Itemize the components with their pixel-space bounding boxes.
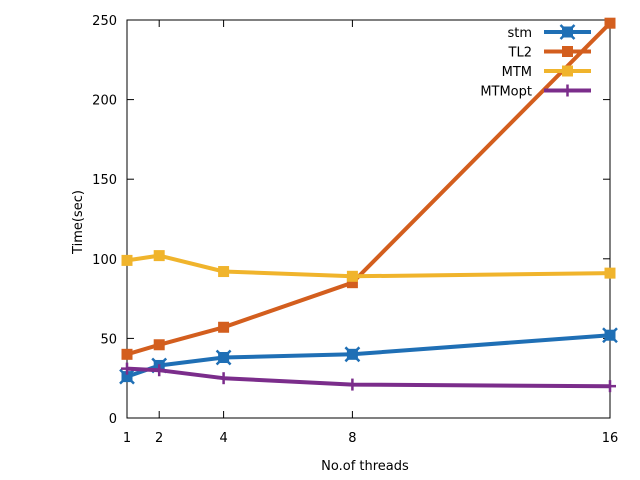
legend-item-MTMopt: MTMopt bbox=[480, 84, 591, 100]
x-tick-label: 2 bbox=[155, 431, 163, 446]
legend-marker bbox=[561, 84, 574, 97]
legend-label: MTMopt bbox=[480, 85, 532, 100]
y-tick-label: 200 bbox=[92, 94, 117, 109]
y-tick-label: 0 bbox=[109, 412, 117, 427]
data-point-stm bbox=[119, 368, 135, 385]
x-axis-ticks: 1 2 4 8 16 bbox=[123, 20, 618, 446]
data-point-MTM bbox=[121, 254, 133, 266]
data-point-MTMopt bbox=[217, 372, 230, 385]
y-tick-label: 50 bbox=[100, 332, 117, 347]
series-line-TL2 bbox=[126, 21, 612, 357]
x-tick-label: 16 bbox=[602, 431, 619, 446]
data-point-TL2 bbox=[604, 17, 616, 29]
legend-label: MTM bbox=[502, 65, 532, 80]
y-axis-title: Time(sec) bbox=[71, 190, 86, 255]
data-point-MTM bbox=[346, 270, 358, 282]
data-point-MTMopt bbox=[153, 364, 166, 377]
x-tick-label: 1 bbox=[123, 431, 131, 446]
data-point-TL2 bbox=[218, 321, 230, 333]
series-MTM bbox=[121, 250, 616, 282]
legend: stm TL2 MTM MTMopt bbox=[480, 24, 591, 100]
data-point-MTM bbox=[604, 267, 616, 279]
legend-marker bbox=[559, 24, 576, 40]
legend-label: TL2 bbox=[508, 46, 532, 61]
legend-item-TL2: TL2 bbox=[508, 46, 591, 61]
x-tick-label: 8 bbox=[348, 431, 356, 446]
data-point-TL2 bbox=[121, 348, 133, 360]
y-axis-ticks: 0 50 100 150 200 250 bbox=[92, 14, 610, 427]
x-tick-label: 4 bbox=[219, 431, 227, 446]
series-line-MTMopt bbox=[126, 366, 611, 389]
y-tick-label: 150 bbox=[92, 173, 117, 188]
series-MTMopt bbox=[121, 362, 616, 393]
data-point-MTMopt bbox=[121, 362, 133, 375]
legend-marker bbox=[562, 65, 573, 77]
series-layer bbox=[119, 17, 618, 393]
legend-marker bbox=[562, 46, 573, 57]
y-tick-label: 250 bbox=[92, 14, 117, 29]
data-point-MTMopt bbox=[604, 380, 616, 393]
data-point-stm bbox=[215, 349, 232, 366]
plot-area-frame bbox=[126, 19, 611, 419]
data-point-MTM bbox=[218, 266, 230, 278]
data-point-MTMopt bbox=[346, 378, 359, 391]
data-point-TL2 bbox=[153, 339, 165, 351]
legend-label: stm bbox=[507, 26, 532, 41]
legend-item-MTM: MTM bbox=[502, 65, 591, 80]
y-tick-label: 100 bbox=[92, 253, 117, 268]
data-point-stm bbox=[602, 327, 618, 344]
x-axis-title: No.of threads bbox=[321, 459, 409, 474]
data-point-stm bbox=[344, 346, 361, 363]
series-TL2 bbox=[121, 17, 616, 360]
series-line-stm bbox=[126, 333, 611, 379]
data-point-MTM bbox=[153, 250, 165, 262]
legend-item-stm: stm bbox=[507, 24, 591, 41]
